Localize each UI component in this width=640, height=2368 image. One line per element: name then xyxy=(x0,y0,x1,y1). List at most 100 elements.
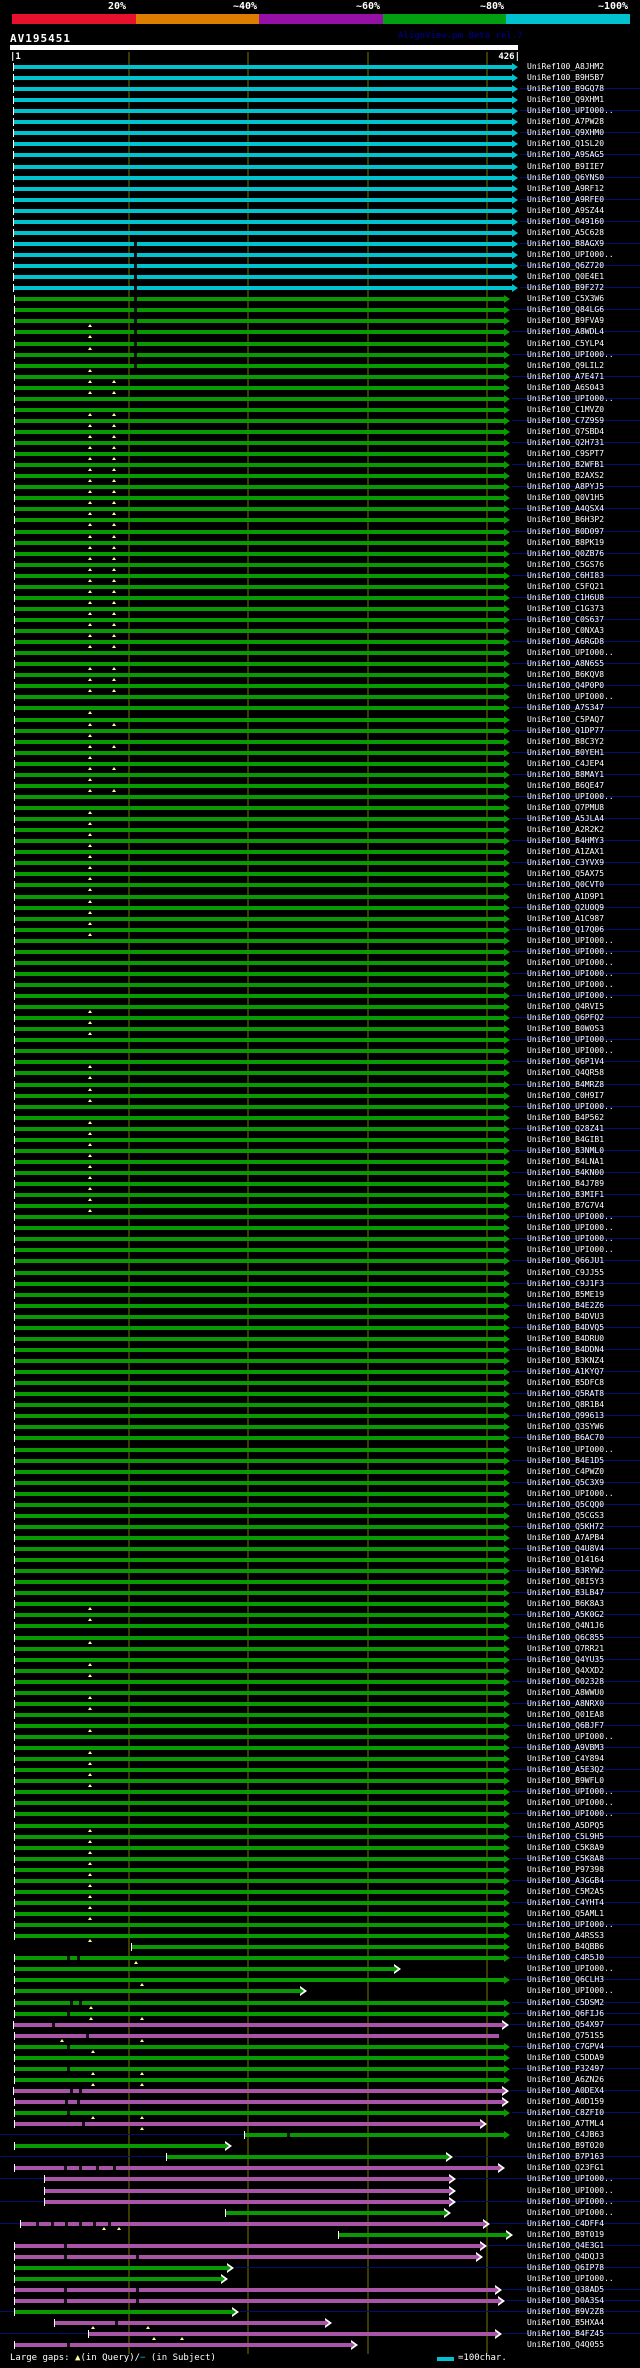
hit-label[interactable]: UniRef100_B4LNA1 xyxy=(527,1156,605,1166)
hit-label[interactable]: UniRef100_B6AC70 xyxy=(527,1433,605,1443)
alignment-row[interactable]: UniRef100_Q6C855 xyxy=(0,1632,640,1644)
hit-label[interactable]: UniRef100_C5K8A9 xyxy=(527,1842,605,1852)
alignment-row[interactable]: UniRef100_A7S347 xyxy=(0,702,640,715)
alignment-row[interactable]: UniRef100_UPI000.. xyxy=(0,1101,640,1112)
hit-label[interactable]: UniRef100_UPI000.. xyxy=(527,979,614,989)
hit-label[interactable]: UniRef100_UPI000.. xyxy=(527,957,614,967)
alignment-row[interactable]: UniRef100_A9RF12 xyxy=(0,183,640,194)
hit-label[interactable]: UniRef100_C3YVX9 xyxy=(527,858,605,868)
alignment-row[interactable]: UniRef100_Q9XHM1 xyxy=(0,94,640,105)
hit-label[interactable]: UniRef100_A1KYQ7 xyxy=(527,1367,605,1377)
alignment-row[interactable]: UniRef100_A8PYJ5 xyxy=(0,481,640,494)
alignment-row[interactable]: UniRef100_Q751S5 xyxy=(0,2030,640,2042)
hit-label[interactable]: UniRef100_Q6Z720 xyxy=(527,261,605,271)
hit-label[interactable]: UniRef100_B4MRZ8 xyxy=(527,1079,605,1089)
alignment-row[interactable]: UniRef100_Q66JU1 xyxy=(0,1255,640,1266)
hit-label[interactable]: UniRef100_UPI000.. xyxy=(527,2174,614,2184)
alignment-row[interactable]: UniRef100_Q17Q06 xyxy=(0,924,640,936)
hit-label[interactable]: UniRef100_B4DVQ5 xyxy=(527,1322,605,1332)
hit-label[interactable]: UniRef100_A8N6S5 xyxy=(527,659,605,669)
hit-label[interactable]: UniRef100_O14164 xyxy=(527,1555,605,1565)
hit-label[interactable]: UniRef100_C4R5J0 xyxy=(527,1953,605,1963)
alignment-row[interactable]: UniRef100_O02328 xyxy=(0,1676,640,1687)
hit-label[interactable]: UniRef100_B0YEH1 xyxy=(527,747,605,757)
hit-label[interactable]: UniRef100_C5DDA9 xyxy=(527,2052,605,2062)
hit-label[interactable]: UniRef100_A1C987 xyxy=(527,913,605,923)
alignment-row[interactable]: UniRef100_A2R2K2 xyxy=(0,824,640,837)
hit-label[interactable]: UniRef100_Q84LG6 xyxy=(527,305,605,315)
hit-label[interactable]: UniRef100_C5YLP4 xyxy=(527,338,605,348)
alignment-row[interactable]: UniRef100_C5K8A9 xyxy=(0,1842,640,1854)
hit-label[interactable]: UniRef100_A8PYJ5 xyxy=(527,482,605,492)
alignment-row[interactable]: UniRef100_C5GS76 xyxy=(0,559,640,571)
alignment-row[interactable]: UniRef100_Q54X97 xyxy=(0,2019,640,2030)
alignment-row[interactable]: UniRef100_Q99613 xyxy=(0,1410,640,1421)
alignment-row[interactable]: UniRef100_B3NML0 xyxy=(0,1145,640,1157)
hit-label[interactable]: UniRef100_Q5KH72 xyxy=(527,1521,605,1531)
alignment-row[interactable]: UniRef100_B4P562 xyxy=(0,1112,640,1124)
alignment-row[interactable]: UniRef100_UPI000.. xyxy=(0,1731,640,1742)
alignment-row[interactable]: UniRef100_UPI000.. xyxy=(0,1797,640,1808)
alignment-row[interactable]: UniRef100_UPI000.. xyxy=(0,946,640,957)
hit-label[interactable]: UniRef100_A8JHM2 xyxy=(527,62,605,71)
hit-label[interactable]: UniRef100_Q99613 xyxy=(527,1411,605,1421)
hit-label[interactable]: UniRef100_C5L9H5 xyxy=(527,1831,605,1841)
hit-label[interactable]: UniRef100_A9VBM3 xyxy=(527,1743,605,1753)
hit-label[interactable]: UniRef100_P32497 xyxy=(527,2063,605,2073)
hit-label[interactable]: UniRef100_A9RFE0 xyxy=(527,194,605,204)
hit-label[interactable]: UniRef100_UPI000.. xyxy=(527,968,614,978)
alignment-row[interactable]: UniRef100_P32497 xyxy=(0,2063,640,2075)
alignment-row[interactable]: UniRef100_B9WFL0 xyxy=(0,1775,640,1788)
alignment-row[interactable]: UniRef100_B4DVQ5 xyxy=(0,1322,640,1333)
alignment-row[interactable]: UniRef100_A5E3Q2 xyxy=(0,1764,640,1777)
hit-label[interactable]: UniRef100_A6S043 xyxy=(527,382,605,392)
hit-label[interactable]: UniRef100_A8NRX0 xyxy=(527,1698,605,1708)
hit-label[interactable]: UniRef100_Q4E3G1 xyxy=(527,2240,605,2250)
hit-label[interactable]: UniRef100_A7TML4 xyxy=(527,2119,605,2129)
hit-label[interactable]: UniRef100_C4DFF4 xyxy=(527,2218,605,2228)
hit-label[interactable]: UniRef100_B4DRU0 xyxy=(527,1333,605,1343)
hit-label[interactable]: UniRef100_C5M2A5 xyxy=(527,1886,605,1896)
alignment-row[interactable]: UniRef100_C5DSM2 xyxy=(0,1997,640,2009)
alignment-row[interactable]: UniRef100_C4PWZ0 xyxy=(0,1466,640,1477)
hit-label[interactable]: UniRef100_UPI000.. xyxy=(527,1809,614,1819)
hit-label[interactable]: UniRef100_UPI000.. xyxy=(527,393,614,403)
hit-label[interactable]: UniRef100_C5GS76 xyxy=(527,559,605,569)
alignment-row[interactable]: UniRef100_B7P163 xyxy=(0,2151,640,2163)
hit-label[interactable]: UniRef100_UPI000.. xyxy=(527,692,614,702)
alignment-row[interactable]: UniRef100_B9T020 xyxy=(0,2140,640,2152)
hit-label[interactable]: UniRef100_Q6YNS0 xyxy=(527,172,605,182)
alignment-row[interactable]: UniRef100_B6K8A3 xyxy=(0,1598,640,1611)
alignment-row[interactable]: UniRef100_UPI000.. xyxy=(0,1045,640,1056)
hit-label[interactable]: UniRef100_A9SZ44 xyxy=(527,205,605,215)
alignment-row[interactable]: UniRef100_UPI000.. xyxy=(0,349,640,360)
alignment-row[interactable]: UniRef100_Q1SL20 xyxy=(0,138,640,149)
alignment-row[interactable]: UniRef100_Q0E4E1 xyxy=(0,271,640,282)
hit-label[interactable]: UniRef100_UPI000.. xyxy=(527,1920,614,1930)
alignment-row[interactable]: UniRef100_Q4N1J6 xyxy=(0,1620,640,1631)
alignment-row[interactable]: UniRef100_B7G7V4 xyxy=(0,1200,640,1213)
hit-label[interactable]: UniRef100_B2WFB1 xyxy=(527,460,605,470)
hit-label[interactable]: UniRef100_Q3SYW6 xyxy=(527,1422,605,1432)
alignment-row[interactable]: UniRef100_A7E471 xyxy=(0,371,640,383)
hit-label[interactable]: UniRef100_B3LB47 xyxy=(527,1588,605,1598)
hit-label[interactable]: UniRef100_B3KNZ4 xyxy=(527,1356,605,1366)
alignment-row[interactable]: UniRef100_C0H9I7 xyxy=(0,1090,640,1102)
hit-label[interactable]: UniRef100_A5E3Q2 xyxy=(527,1765,605,1775)
hit-label[interactable]: UniRef100_Q5AX75 xyxy=(527,869,605,879)
alignment-row[interactable]: UniRef100_UPI000.. xyxy=(0,2207,640,2218)
hit-label[interactable]: UniRef100_Q28Z41 xyxy=(527,1123,605,1133)
hit-label[interactable]: UniRef100_C4JEP4 xyxy=(527,758,605,768)
alignment-row[interactable]: UniRef100_B0W0S3 xyxy=(0,1023,640,1036)
alignment-row[interactable]: UniRef100_B8PK19 xyxy=(0,537,640,549)
alignment-row[interactable]: UniRef100_B4QBB6 xyxy=(0,1941,640,1952)
hit-label[interactable]: UniRef100_B6KQV8 xyxy=(527,670,605,680)
alignment-row[interactable]: UniRef100_C9J1F3 xyxy=(0,1278,640,1289)
alignment-row[interactable]: UniRef100_Q28Z41 xyxy=(0,1123,640,1135)
alignment-row[interactable]: UniRef100_Q6FIJ6 xyxy=(0,2008,640,2020)
hit-label[interactable]: UniRef100_A2R2K2 xyxy=(527,825,605,835)
alignment-row[interactable]: UniRef100_Q6BJF7 xyxy=(0,1720,640,1732)
alignment-row[interactable]: UniRef100_C3YVX9 xyxy=(0,857,640,870)
alignment-row[interactable]: UniRef100_C0NXA3 xyxy=(0,625,640,638)
hit-label[interactable]: UniRef100_Q5CGS3 xyxy=(527,1510,605,1520)
